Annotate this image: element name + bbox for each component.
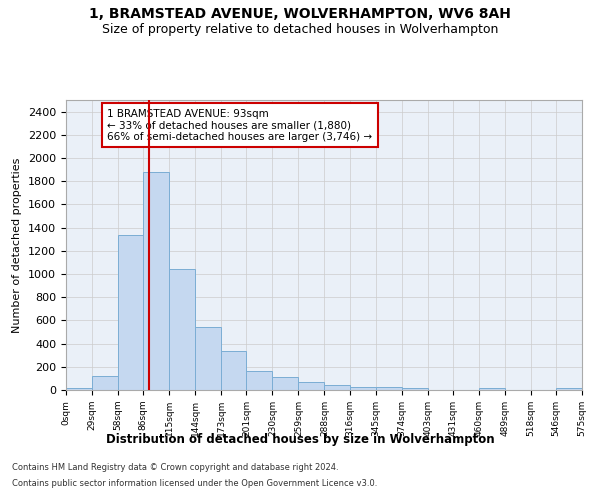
Bar <box>350 386 376 390</box>
Bar <box>92 376 118 390</box>
Bar <box>401 388 428 390</box>
Bar <box>195 328 221 390</box>
Bar <box>325 386 350 390</box>
Text: Contains public sector information licensed under the Open Government Licence v3: Contains public sector information licen… <box>12 478 377 488</box>
Bar <box>556 388 582 390</box>
Text: Contains HM Land Registry data © Crown copyright and database right 2024.: Contains HM Land Registry data © Crown c… <box>12 464 338 472</box>
Bar <box>376 387 401 390</box>
Bar <box>143 172 169 390</box>
Text: 1, BRAMSTEAD AVENUE, WOLVERHAMPTON, WV6 8AH: 1, BRAMSTEAD AVENUE, WOLVERHAMPTON, WV6 … <box>89 8 511 22</box>
Text: Size of property relative to detached houses in Wolverhampton: Size of property relative to detached ho… <box>102 22 498 36</box>
Bar <box>272 377 298 390</box>
Text: 1 BRAMSTEAD AVENUE: 93sqm
← 33% of detached houses are smaller (1,880)
66% of se: 1 BRAMSTEAD AVENUE: 93sqm ← 33% of detac… <box>107 108 373 142</box>
Bar <box>118 234 143 390</box>
Bar <box>298 382 325 390</box>
Bar <box>247 372 272 390</box>
Bar <box>479 388 505 390</box>
Y-axis label: Number of detached properties: Number of detached properties <box>13 158 22 332</box>
Bar <box>221 351 247 390</box>
Text: Distribution of detached houses by size in Wolverhampton: Distribution of detached houses by size … <box>106 432 494 446</box>
Bar <box>66 388 92 390</box>
Bar <box>169 270 195 390</box>
